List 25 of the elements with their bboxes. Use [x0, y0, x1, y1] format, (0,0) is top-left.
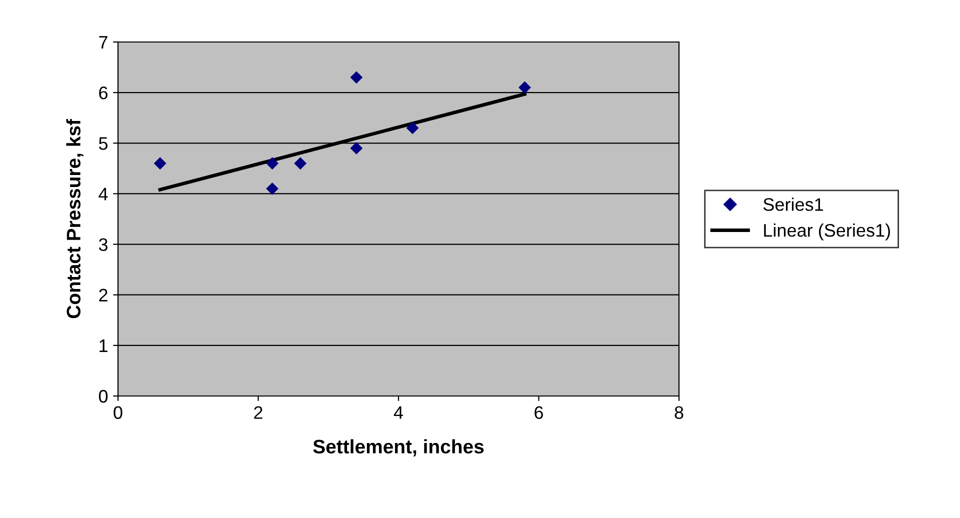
point: [266, 157, 278, 170]
legend-label: Linear (Series1): [764, 224, 890, 240]
point: [518, 81, 531, 94]
point: [350, 142, 363, 154]
point: [350, 71, 363, 84]
y-tick-label: 7: [99, 36, 108, 49]
y-tick-label: 0: [98, 390, 108, 403]
x-tick-label: 4: [394, 406, 403, 419]
point: [406, 122, 419, 134]
y-tick-label: 2: [99, 288, 108, 302]
y-tick-label: 6: [99, 86, 108, 100]
point: [294, 157, 307, 170]
y-tick-label: 3: [98, 238, 108, 252]
x-axis-title: Settlement, inches: [313, 439, 484, 456]
y-axis-title: Contact Pressure, ksf: [66, 118, 84, 318]
y-tick-label: 1: [100, 340, 108, 352]
x-tick-label: 0: [114, 406, 122, 419]
x-tick-label: 2: [254, 406, 262, 419]
legend-label: Series1: [763, 198, 823, 211]
y-tick-label: 4: [98, 188, 108, 200]
x-tick-label: 8: [674, 406, 684, 419]
y-tick-label: 5: [98, 137, 108, 150]
point: [266, 182, 278, 195]
x-tick-label: 6: [534, 406, 543, 419]
point: [154, 157, 166, 170]
